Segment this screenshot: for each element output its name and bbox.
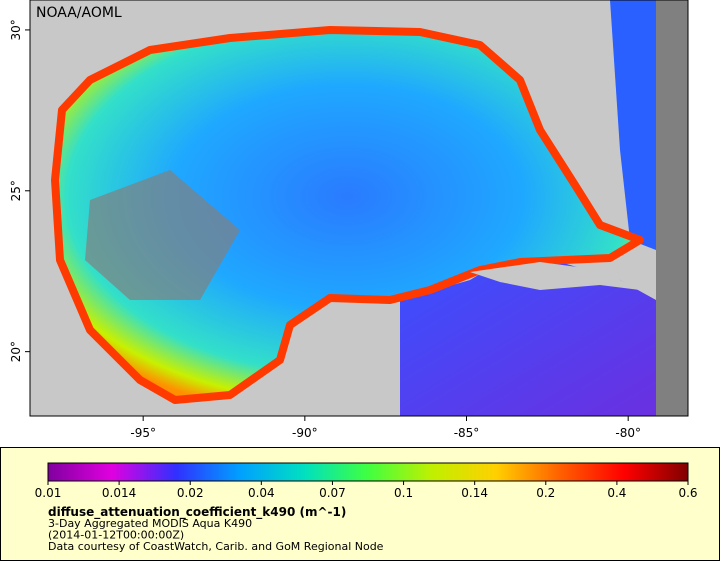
caption-line: 3-Day Aggregated MODIS Aqua K490 [48,517,252,530]
variable-name: diffuse_attenuation_coefficient_k490 (m^… [48,505,346,520]
map-credit: NOAA/AOML [36,5,122,21]
atlantic [610,0,656,250]
colorbar-label: 0.14 [461,486,488,500]
y-tick-label: 30° [9,19,23,40]
y-tick-label: 25° [9,180,23,201]
colorbar-label: 0.6 [678,486,697,500]
colorbar [47,462,689,482]
colorbar-label: 0.02 [177,486,204,500]
x-tick-label: -80° [615,426,641,440]
x-tick-label: -95° [130,426,156,440]
colorbar-label: 0.014 [102,486,136,500]
map-frame [29,0,689,417]
x-tick-label: -90° [292,426,318,440]
caption-line: Data courtesy of CoastWatch, Carib. and … [48,540,384,553]
cuba [470,262,640,290]
colorbar-label: 0.1 [394,486,413,500]
colorbar-label: 0.01 [35,486,62,500]
x-tick-label: -85° [454,426,480,440]
colorbar-label: 0.04 [248,486,275,500]
colorbar-label: 0.07 [319,486,346,500]
colorbar-label: 0.4 [607,486,626,500]
y-tick-label: 20° [9,341,23,362]
colorbar-label: 0.2 [536,486,555,500]
caption-line: (2014-01-12T00:00:00Z) [48,529,184,542]
caribbean-sea [400,262,656,416]
no-data-area [85,170,240,300]
gulf-of-mexico [51,26,644,404]
no-data-strip [656,0,688,416]
